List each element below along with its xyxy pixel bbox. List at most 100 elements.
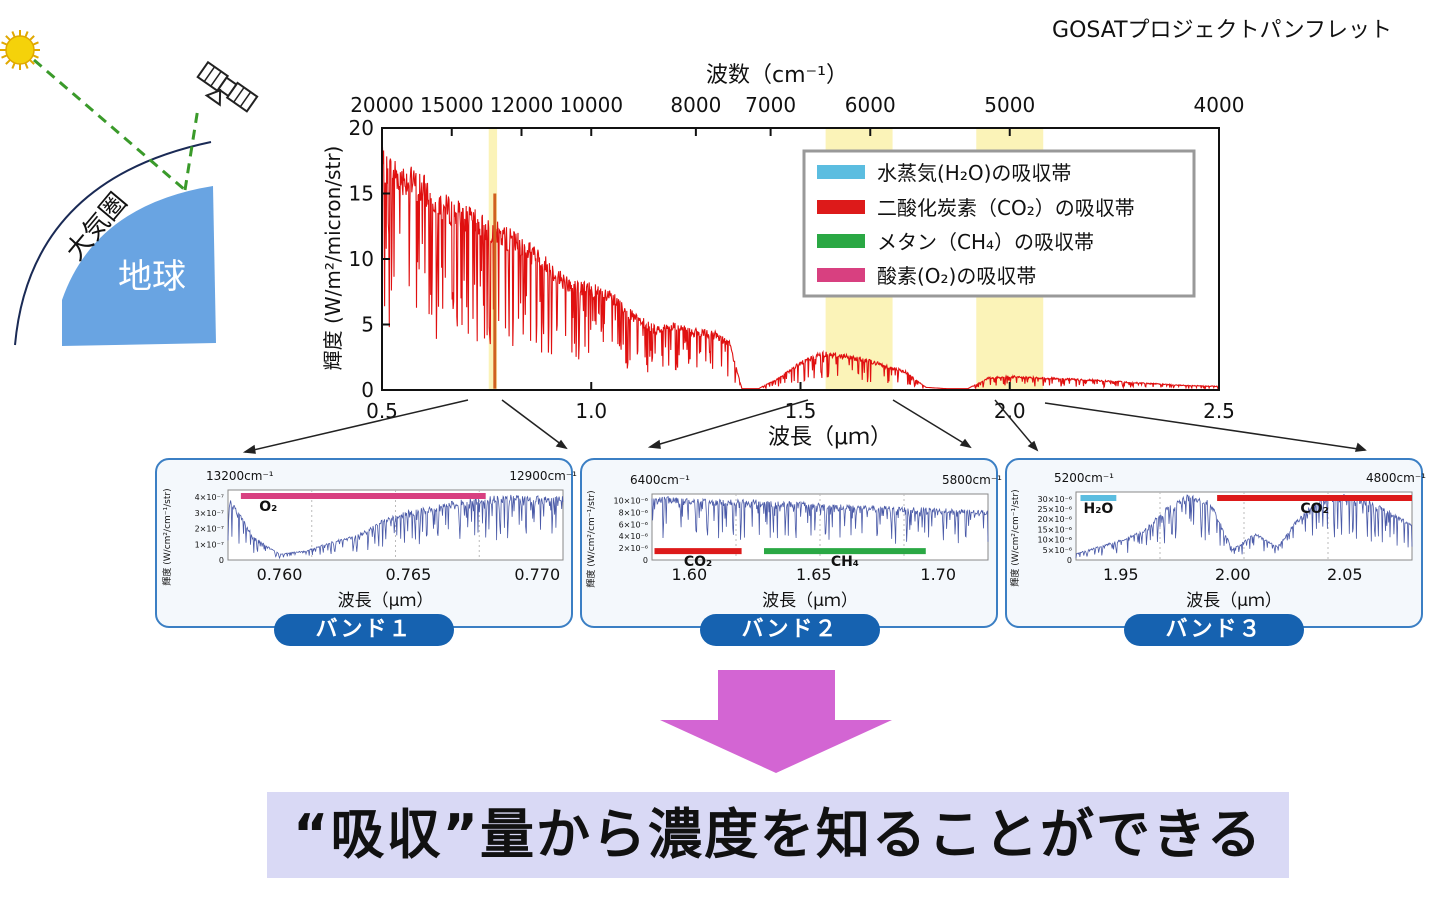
top-tick-label: 10000 [559,93,623,117]
panel-y-tick-label: 0 [643,556,648,565]
main-y-axis-label: 輝度 (W/m²/micron/str) [321,146,345,371]
source-credit: GOSATプロジェクトパンフレット [1052,18,1392,43]
panel-y-tick-label: 4×10⁻⁶ [619,532,648,541]
x-tick-label: 2.0 [994,399,1026,423]
panel-x-tick-label: 2.00 [1215,565,1251,584]
absorption-bar [240,493,486,499]
top-tick-label: 8000 [670,93,721,117]
spectrum-line [381,147,1220,390]
down-arrow [660,670,892,773]
panel-y-tick-label: 1×10⁻⁷ [195,540,224,549]
panel-y-tick-label: 2×10⁻⁷ [195,525,224,534]
panel-wavenumber-right: 4800cm⁻¹ [1366,471,1426,485]
panel-x-axis-label: 波長（μｍ） [762,591,858,611]
panel-y-tick-label: 15×10⁻⁶ [1038,525,1073,534]
legend-swatch-h2o [817,165,865,179]
absorption-bar [1080,495,1117,501]
reflected-beam [183,107,200,191]
panel-x-tick-label: 0.760 [257,565,303,584]
absorption-bar-label: H₂O [1084,501,1114,517]
legend-label-co2: 二酸化炭素（CO₂）の吸収帯 [877,196,1135,220]
panel-y-tick-label: 3×10⁻⁷ [195,509,224,518]
panel-x-axis-label: 波長（μｍ） [1186,591,1282,611]
panel-y-tick-label: 8×10⁻⁶ [619,508,648,517]
legend-swatch-ch4 [817,234,865,248]
panel-y-tick-label: 4×10⁻⁷ [195,493,224,502]
absorption-bar [1217,495,1412,501]
panel-x-axis-label: 波長（μｍ） [338,591,434,611]
atmosphere-arc [14,141,212,346]
legend-label-h2o: 水蒸気(H₂O)の吸収帯 [877,161,1071,185]
panel-wavenumber-right: 5800cm⁻¹ [942,473,1002,487]
panel-x-tick-label: 1.65 [796,565,832,584]
panel-wavenumber-left: 6400cm⁻¹ [630,473,690,487]
x-tick-label: 2.5 [1203,399,1235,423]
y-tick-label: 0 [361,378,374,402]
absorption-bar-label: CO₂ [1300,501,1328,517]
panel-x-tick-label: 1.70 [920,565,956,584]
legend-label-ch4: メタン（CH₄）の吸収帯 [877,230,1094,254]
conclusion-banner: “吸収”量から濃度を知ることができる [267,792,1289,878]
panel-y-tick-label: 20×10⁻⁶ [1038,515,1073,524]
top-tick-label: 5000 [984,93,1035,117]
absorption-bar [654,548,742,555]
top-tick-label: 4000 [1194,93,1245,117]
o2-absorption-line [493,193,497,389]
panel-y-tick-label: 30×10⁻⁶ [1038,495,1073,504]
panel-y-tick-label: 6×10⁻⁶ [619,520,648,529]
panel-y-tick-label: 0 [219,556,224,565]
panel-y-tick-label: 10×10⁻⁶ [1038,536,1073,545]
panel-spectrum-line [1075,494,1413,559]
panel-wavenumber-left: 13200cm⁻¹ [206,469,274,483]
legend-swatch-co2 [817,200,865,214]
top-tick-label: 20000 [350,93,414,117]
y-tick-label: 10 [349,247,374,271]
panel-x-tick-label: 0.770 [514,565,560,584]
earth-label: 地球 [118,257,186,297]
y-tick-label: 15 [349,182,374,206]
legend-label-o2: 酸素(O₂)の吸収帯 [877,264,1036,288]
absorption-bar [764,548,926,555]
absorption-bar-label: O₂ [259,499,277,515]
band1-label: バンド１ [274,614,454,646]
panel-x-tick-label: 1.60 [672,565,708,584]
panel-y-tick-label: 10×10⁻⁶ [614,497,649,506]
absorption-bar-label: CO₂ [684,554,712,570]
panel-wavenumber-left: 5200cm⁻¹ [1054,471,1114,485]
panel-y-axis-label: 輝度 (W/cm²/cm⁻¹/str) [585,490,597,587]
band2-chart: CO₂ CH₄ 1.60 1.65 1.70 0 2×10⁻⁶ 4×10⁻⁶ 6×10⁻⁶ 8×1… [585,473,1002,611]
panel-y-tick-label: 0 [1067,556,1072,565]
panel-x-tick-label: 1.95 [1103,565,1139,584]
panel-x-tick-label: 2.05 [1327,565,1363,584]
panel-y-axis-label: 輝度 (W/cm²/cm⁻¹/str) [161,488,173,585]
panel-y-tick-label: 2×10⁻⁶ [619,544,648,553]
top-tick-label: 6000 [845,93,896,117]
top-tick-label: 12000 [490,93,554,117]
main-x-axis-label: 波長（μｍ） [768,425,892,450]
satellite-icon [196,60,259,113]
top-tick-label: 7000 [745,93,796,117]
y-tick-label: 5 [361,313,374,337]
zoom-connectors [242,399,1367,454]
panel-wavenumber-right: 12900cm⁻¹ [509,469,577,483]
panel-y-axis-label: 輝度 (W/cm²/cm⁻¹/str) [1009,489,1021,586]
panel-y-tick-label: 5×10⁻⁶ [1043,546,1072,555]
band1-chart: O₂ 0.760 0.765 0.770 0 1×10⁻⁷ 2×10⁻⁷ 3×10⁻⁷ 4×10… [161,469,577,611]
main-top-axis-label: 波数（cm⁻¹） [706,63,848,88]
legend: 水蒸気(H₂O)の吸収帯 二酸化炭素（CO₂）の吸収帯 メタン（CH₄）の吸収帯… [802,149,1196,298]
panel-y-tick-label: 25×10⁻⁶ [1038,505,1073,514]
sun-icon [0,30,40,70]
x-tick-label: 0.5 [366,399,398,423]
top-tick-label: 15000 [420,93,484,117]
x-tick-label: 1.0 [575,399,607,423]
legend-box [802,149,1196,298]
legend-swatch-o2 [817,268,865,282]
panel-spectrum-line [651,496,989,544]
band3-label: バンド３ [1124,614,1304,646]
panel-x-tick-label: 0.765 [385,565,431,584]
absorption-bar-label: CH₄ [831,554,859,570]
earth-shape [62,186,216,346]
